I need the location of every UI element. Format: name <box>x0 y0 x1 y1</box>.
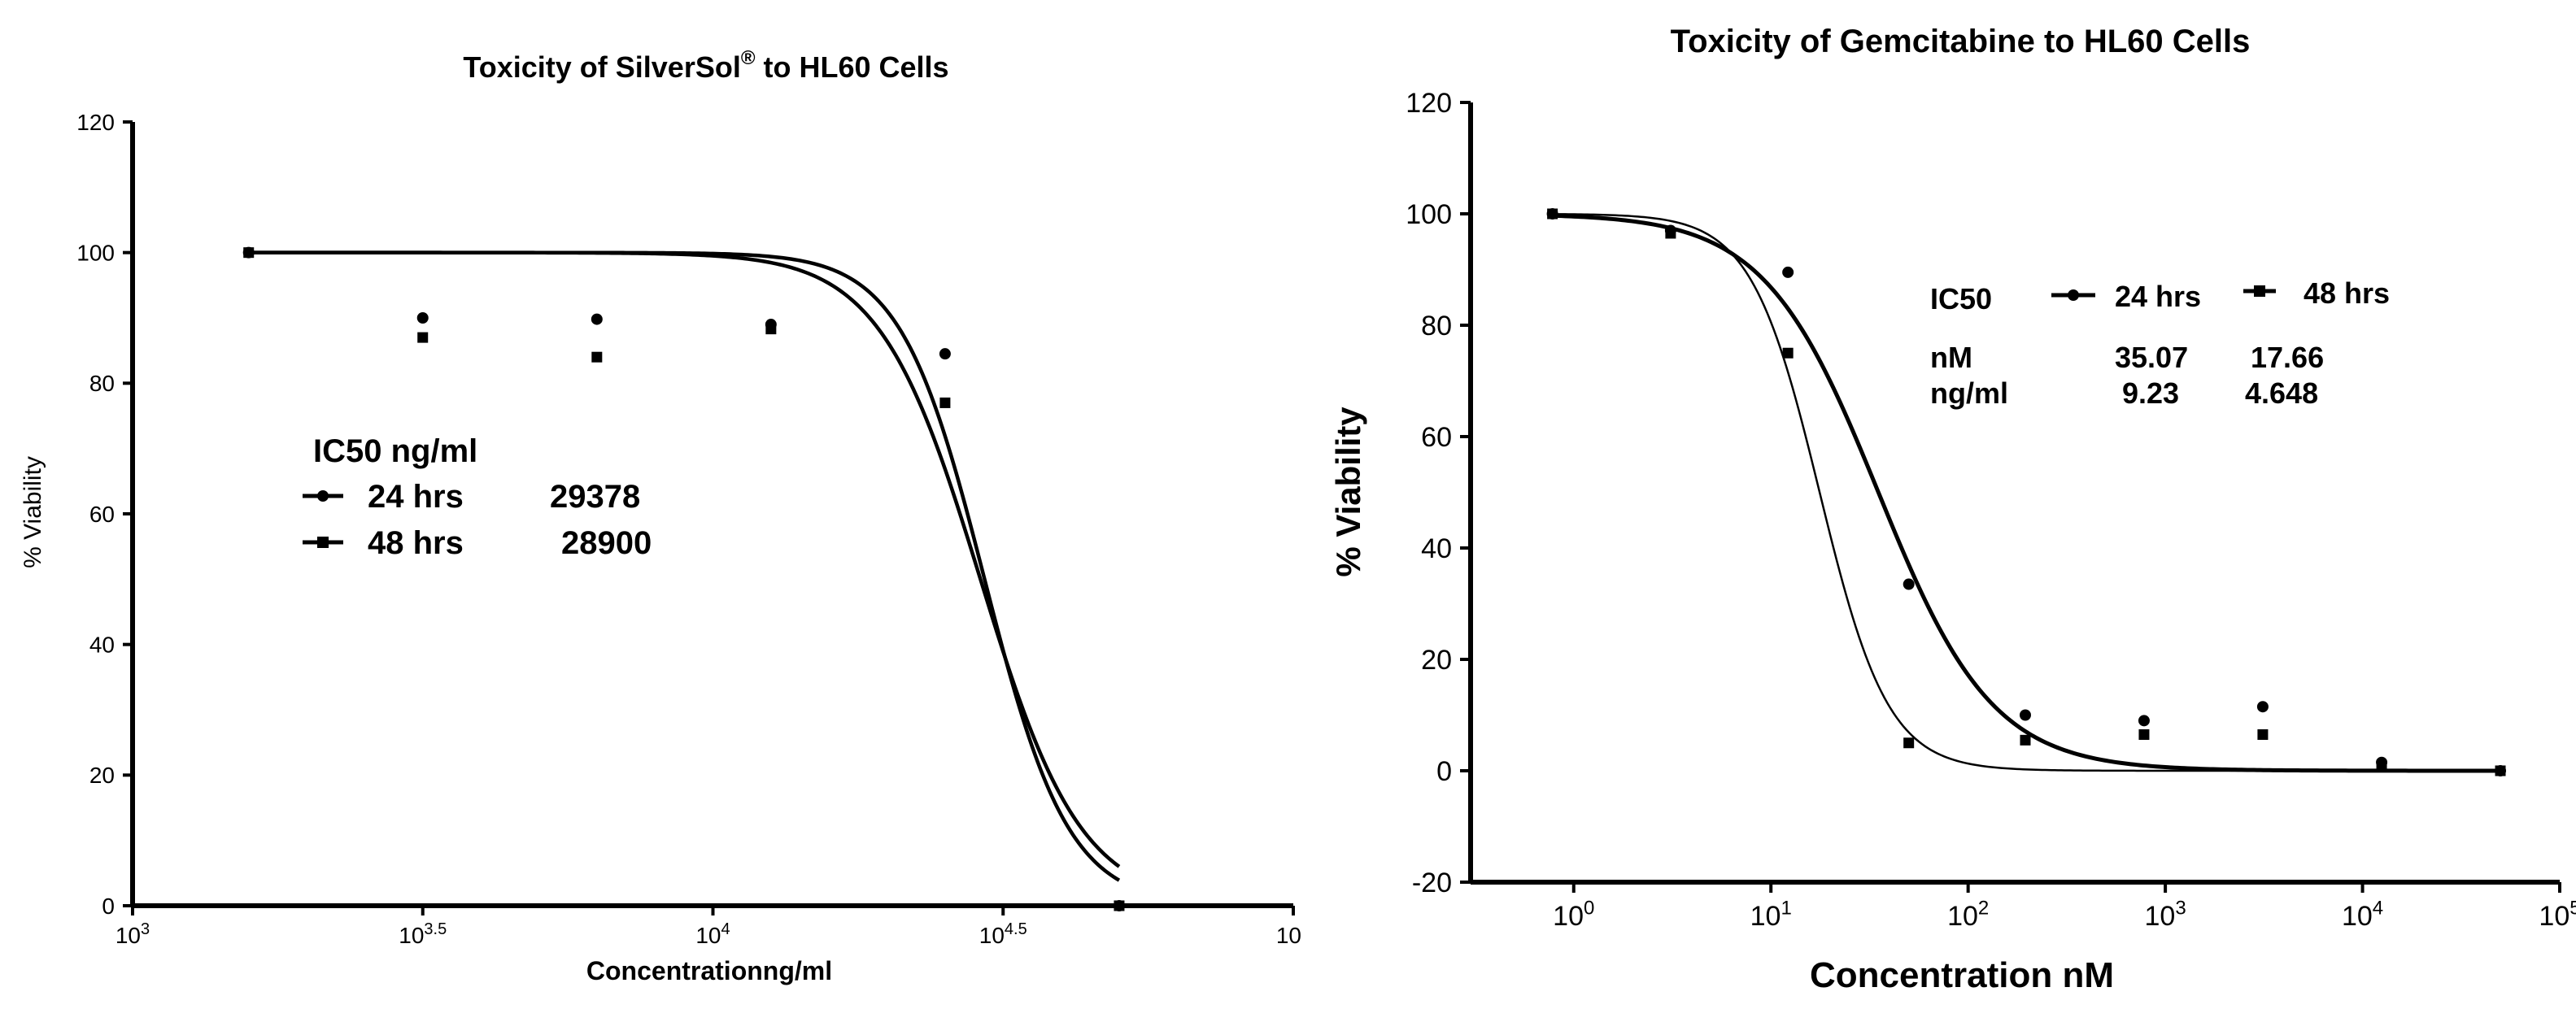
y-tick-label: 80 <box>89 371 115 396</box>
fit-curve-48hrs <box>248 250 1121 868</box>
data-points <box>1546 208 2507 776</box>
data-point-circle <box>2256 701 2269 713</box>
data-point-square <box>2495 765 2506 776</box>
legend: IC50 24 hrs 48 hrs nM 35.07 17.66 ng/ml … <box>1930 276 2390 410</box>
x-tick-label: 104.5 <box>979 920 1027 948</box>
legend-48hrs-value: 28900 <box>561 525 652 561</box>
data-point-square <box>2138 728 2150 740</box>
x-tick-label: 105 <box>1276 920 1301 948</box>
x-tick-label: 103 <box>2145 897 2186 932</box>
data-point-square <box>1665 228 1676 239</box>
legend-unit-nm: nM <box>1930 341 1972 374</box>
fit-curve-24hrs <box>248 250 1121 882</box>
legend-unit-ngml: ng/ml <box>1930 376 2008 410</box>
chart-title-suffix: to HL60 Cells <box>756 50 949 84</box>
axis-ticks: -20 0 20 40 60 80 100 120 100 101 102 103 104 105 <box>1406 88 2576 932</box>
legend-24hrs-label: 24 hrs <box>368 479 464 515</box>
legend-24hrs-marker <box>317 490 329 502</box>
data-point-square <box>2376 759 2387 771</box>
x-tick-label: 101 <box>1750 897 1792 932</box>
y-tick-label: 60 <box>1421 422 1452 453</box>
legend-48hrs-marker <box>2254 285 2265 297</box>
data-point-square <box>1547 208 1558 220</box>
data-point-circle <box>939 348 951 360</box>
chart-gemcitabine: -20 0 20 40 60 80 100 120 100 101 102 103 104 105 Tox… <box>1329 24 2576 995</box>
data-point-circle <box>1903 578 1915 590</box>
legend-24hrs-value: 29378 <box>550 479 640 515</box>
data-point-square <box>2020 734 2031 746</box>
legend-48hrs-marker <box>317 537 329 548</box>
x-axis-label: Concentrationng/ml <box>586 956 832 985</box>
legend-24hrs-label: 24 hrs <box>2115 280 2201 313</box>
y-tick-label: -20 <box>1412 868 1452 898</box>
x-tick-label: 104 <box>695 920 730 948</box>
x-tick-label: 102 <box>1947 897 1989 932</box>
chart-silversol: 0 20 40 60 80 100 120 103 103.5 104 104.5 105 Toxic… <box>20 47 1301 985</box>
y-tick-label: 40 <box>1421 533 1452 564</box>
data-point-square <box>417 332 429 343</box>
data-point-circle <box>2019 709 2031 721</box>
y-tick-label: 100 <box>76 240 115 265</box>
fit-curve-48hrs <box>1552 213 2501 772</box>
chart-title: Toxicity of Gemcitabine to HL60 Cells <box>1671 24 2251 59</box>
x-tick-label: 105 <box>2539 897 2576 932</box>
x-tick-label: 100 <box>1553 897 1594 932</box>
y-tick-label: 120 <box>1406 88 1452 119</box>
x-tick-label: 103 <box>116 920 150 948</box>
data-point-square <box>765 324 777 335</box>
chart-silversol-panel: 0 20 40 60 80 100 120 103 103.5 104 104.5 105 Toxic… <box>20 47 1301 985</box>
legend-ngml-24hrs: 9.23 <box>2122 376 2179 410</box>
data-point-square <box>939 397 951 408</box>
y-tick-label: 120 <box>76 110 115 135</box>
fit-curves <box>1552 213 2501 773</box>
y-tick-label: 100 <box>1406 199 1452 230</box>
data-point-circle <box>2138 715 2150 727</box>
y-tick-label: 0 <box>102 894 115 919</box>
y-axis-label: % Viability <box>1329 407 1367 577</box>
legend-ngml-48hrs: 4.648 <box>2245 376 2318 410</box>
data-point-square <box>243 247 255 259</box>
data-point-square <box>2257 728 2269 740</box>
legend-heading: IC50 ng/ml <box>313 433 477 469</box>
axis-ticks: 0 20 40 60 80 100 120 103 103.5 104 104.5 105 <box>76 110 1301 948</box>
fit-curves <box>248 250 1121 882</box>
legend: IC50 ng/ml 24 hrs 29378 48 hrs 28900 <box>303 433 652 561</box>
chart-gemcitabine-panel: -20 0 20 40 60 80 100 120 100 101 102 103 104 105 Tox… <box>1301 0 2576 1022</box>
y-tick-label: 20 <box>89 763 115 788</box>
data-point-circle <box>591 313 603 325</box>
y-tick-label: 80 <box>1421 311 1452 341</box>
data-point-square <box>1903 737 1915 749</box>
legend-nm-48hrs: 17.66 <box>2251 341 2324 374</box>
x-tick-label: 104 <box>2342 897 2383 932</box>
data-point-square <box>1782 347 1794 359</box>
y-tick-label: 40 <box>89 632 115 657</box>
data-point-square <box>591 351 603 363</box>
y-tick-label: 60 <box>89 502 115 527</box>
chart-title: Toxicity of SilverSol® to HL60 Cells <box>463 47 948 84</box>
data-point-circle <box>416 312 429 324</box>
data-points <box>242 246 1125 911</box>
data-point-circle <box>1782 266 1794 278</box>
y-axis-label: % Viability <box>20 456 46 568</box>
legend-heading: IC50 <box>1930 282 1992 315</box>
legend-24hrs-marker <box>2068 289 2079 301</box>
legend-48hrs-label: 48 hrs <box>368 525 464 561</box>
chart-title-main: Toxicity of SilverSol <box>463 50 740 84</box>
chart-title-superscript: ® <box>741 47 756 69</box>
legend-nm-24hrs: 35.07 <box>2115 341 2188 374</box>
x-tick-label: 103.5 <box>399 920 447 948</box>
legend-48hrs-label: 48 hrs <box>2304 276 2390 310</box>
y-tick-label: 20 <box>1421 645 1452 676</box>
x-axis-label: Concentration nM <box>1810 955 2114 995</box>
y-tick-label: 0 <box>1436 756 1452 787</box>
